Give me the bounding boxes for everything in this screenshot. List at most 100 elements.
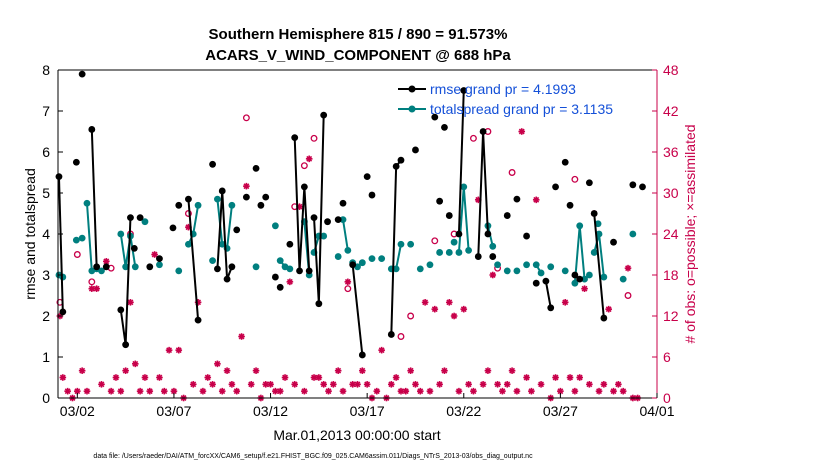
rmse-line	[90, 129, 98, 267]
obs-assimilated-point	[455, 387, 463, 395]
rmse-point	[387, 331, 395, 338]
rmse-point	[286, 240, 294, 248]
obs-assimilated-point	[624, 264, 632, 272]
rmse-point	[431, 113, 439, 121]
rmse-point	[392, 162, 400, 170]
y-left-tick-label: 3	[42, 267, 50, 283]
obs-possible-point	[431, 237, 439, 245]
obs-assimilated-point	[315, 374, 323, 381]
obs-assimilated-point	[513, 387, 521, 395]
rmse-point	[146, 263, 154, 271]
totalspread-point	[218, 240, 226, 248]
obs-assimilated-point	[252, 367, 260, 374]
legend-rmse-marker	[408, 85, 416, 93]
totalspread-point	[117, 230, 125, 238]
rmse-point	[88, 126, 96, 133]
rmse-point	[523, 232, 530, 240]
obs-assimilated-point	[561, 299, 569, 306]
rmse-point	[214, 265, 221, 273]
rmse-point	[296, 267, 303, 275]
x-tick-label: 03/27	[543, 403, 578, 419]
obs-assimilated-point	[209, 381, 216, 388]
y-right-tick-label: 12	[663, 308, 679, 324]
obs-assimilated-point	[330, 381, 337, 388]
obs-assimilated-point	[218, 387, 226, 395]
rmse-point	[117, 306, 125, 314]
totalspread-point	[339, 216, 347, 224]
plot-area	[58, 70, 657, 398]
totalspread-point	[320, 232, 328, 240]
obs-assimilated-point	[160, 387, 168, 395]
obs-assimilated-point	[291, 381, 299, 388]
x-tick-label: 03/12	[253, 403, 288, 419]
totalspread-point	[271, 222, 279, 230]
obs-assimilated-point	[233, 387, 241, 395]
rmse-point	[233, 226, 241, 234]
y-axis-right-label: # of obs: o=possible; ×=assimilated	[682, 124, 698, 343]
obs-possible-point	[624, 292, 632, 299]
obs-assimilated-point	[59, 374, 67, 381]
x-tick-label: 04/01	[639, 403, 674, 419]
chart-title-line1: Southern Hemisphere 815 / 890 = 91.573%	[209, 26, 508, 43]
rmse-point	[489, 253, 497, 260]
rmse-point	[320, 111, 328, 119]
rmse-point	[185, 195, 192, 203]
totalspread-point	[131, 263, 139, 271]
y-right-tick-label: 30	[663, 185, 679, 201]
rmse-point	[310, 214, 318, 222]
obs-assimilated-point	[131, 360, 139, 368]
obs-assimilated-point	[450, 312, 458, 320]
totalspread-point	[426, 261, 434, 269]
y-left-tick-label: 2	[42, 308, 50, 324]
obs-assimilated-point	[223, 367, 231, 374]
obs-possible-point	[571, 175, 579, 183]
rmse-point	[436, 197, 444, 205]
rmse-point	[228, 263, 236, 271]
rmse-point	[93, 263, 101, 271]
rmse-line	[457, 90, 465, 235]
totalspread-point	[619, 275, 627, 283]
totalspread-point	[594, 220, 602, 228]
obs-assimilated-point	[339, 387, 347, 395]
obs-possible-point	[344, 285, 352, 293]
totalspread-point	[156, 261, 163, 269]
obs-assimilated-point	[402, 387, 410, 395]
rmse-point	[552, 183, 559, 191]
totalspread-point	[175, 267, 183, 275]
y-left-tick-label: 5	[42, 185, 50, 201]
rmse-point	[547, 304, 555, 312]
obs-assimilated-point	[508, 367, 516, 374]
obs-assimilated-point	[407, 367, 414, 374]
obs-assimilated-point	[281, 374, 289, 381]
rmse-point	[639, 183, 646, 191]
obs-assimilated-point	[247, 381, 255, 388]
totalspread-point	[445, 249, 453, 256]
rmse-point	[223, 275, 231, 283]
totalspread-point	[122, 263, 130, 271]
y-axis-left-label: rmse and totalspread	[22, 168, 38, 300]
y-left-tick-label: 0	[42, 390, 50, 406]
rmse-line	[351, 264, 364, 356]
obs-assimilated-point	[189, 381, 197, 388]
rmse-point	[363, 173, 371, 181]
obs-assimilated-point	[165, 346, 173, 354]
rmse-point	[576, 275, 584, 283]
rmse-point	[629, 181, 637, 189]
obs-assimilated-point	[615, 381, 622, 388]
rmse-point	[102, 263, 110, 271]
obs-assimilated-point	[552, 374, 559, 381]
obs-assimilated-point	[146, 387, 154, 395]
rmse-point	[127, 214, 134, 222]
totalspread-point	[141, 218, 149, 226]
totalspread-line	[342, 219, 349, 251]
obs-assimilated-point	[595, 387, 603, 395]
obs-assimilated-point	[484, 367, 492, 374]
totalspread-point	[228, 201, 236, 209]
obs-assimilated-point	[586, 381, 593, 388]
y-right-tick-label: 18	[663, 267, 679, 283]
y-left-tick-label: 6	[42, 144, 50, 160]
rmse-point	[136, 214, 144, 222]
obs-assimilated-point	[363, 381, 371, 388]
obs-assimilated-series	[56, 128, 641, 402]
rmse-point	[122, 341, 130, 349]
